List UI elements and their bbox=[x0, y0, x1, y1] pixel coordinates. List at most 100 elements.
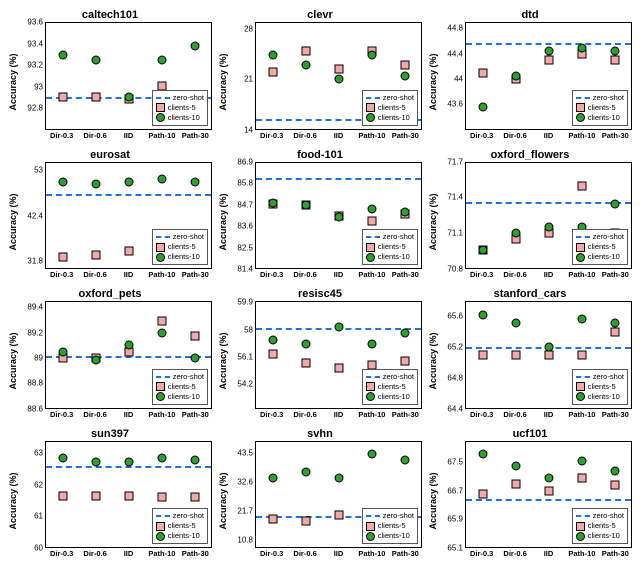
y-tick-label: 88.6 bbox=[27, 404, 43, 413]
point-clients-10 bbox=[301, 200, 310, 209]
point-clients-5 bbox=[301, 358, 310, 367]
y-tick-label: 64.4 bbox=[447, 404, 463, 413]
y-tick-label: 71.7 bbox=[447, 157, 463, 166]
y-ticks: 43.64444.444.8 bbox=[439, 22, 465, 130]
chart-dtd: dtdAccuracy (%)zero-shotclients-5clients… bbox=[428, 8, 632, 142]
point-clients-10 bbox=[91, 356, 100, 365]
x-tick-label: Path-10 bbox=[568, 549, 595, 558]
point-clients-10 bbox=[157, 453, 166, 462]
x-ticks: Dir-0.3Dir-0.6IIDPath-10Path-30 bbox=[255, 269, 422, 281]
plot-area: zero-shotclients-5clients-10 bbox=[45, 162, 212, 270]
y-axis-label: Accuracy (%) bbox=[218, 301, 228, 421]
legend-zero-shot: zero-shot bbox=[156, 93, 204, 103]
x-ticks: Dir-0.3Dir-0.6IIDPath-10Path-30 bbox=[255, 130, 422, 142]
x-tick-label: Path-30 bbox=[392, 549, 419, 558]
x-ticks: Dir-0.3Dir-0.6IIDPath-10Path-30 bbox=[255, 409, 422, 421]
legend-clients-10: clients-10 bbox=[366, 392, 414, 402]
zero-shot-baseline bbox=[46, 466, 211, 468]
point-clients-10 bbox=[157, 55, 166, 64]
point-clients-5 bbox=[544, 56, 553, 65]
legend-clients-5: clients-5 bbox=[366, 382, 414, 392]
x-tick-label: Path-30 bbox=[182, 131, 209, 140]
x-tick-label: Dir-0.6 bbox=[503, 131, 526, 140]
point-clients-10 bbox=[334, 213, 343, 222]
y-tick-label: 63 bbox=[34, 449, 43, 458]
legend-zero-shot: zero-shot bbox=[576, 232, 624, 242]
y-tick-label: 14 bbox=[244, 125, 253, 134]
x-tick-label: Path-10 bbox=[148, 131, 175, 140]
y-ticks: 65.165.966.767.5 bbox=[439, 441, 465, 549]
point-clients-10 bbox=[367, 449, 376, 458]
y-tick-label: 65.6 bbox=[447, 312, 463, 321]
point-clients-10 bbox=[268, 335, 277, 344]
x-tick-label: Path-10 bbox=[568, 131, 595, 140]
point-clients-5 bbox=[91, 251, 100, 260]
y-axis-label: Accuracy (%) bbox=[8, 22, 18, 142]
point-clients-5 bbox=[124, 247, 133, 256]
x-tick-label: Dir-0.3 bbox=[260, 131, 283, 140]
point-clients-10 bbox=[610, 46, 619, 55]
point-clients-10 bbox=[478, 102, 487, 111]
x-tick-label: IID bbox=[334, 410, 344, 419]
y-axis-label: Accuracy (%) bbox=[218, 441, 228, 561]
y-ticks: 92.89393.293.493.6 bbox=[19, 22, 45, 130]
x-tick-label: Dir-0.6 bbox=[503, 270, 526, 279]
x-tick-label: IID bbox=[334, 270, 344, 279]
point-clients-5 bbox=[577, 350, 586, 359]
legend-zero-shot: zero-shot bbox=[366, 511, 414, 521]
point-clients-5 bbox=[511, 479, 520, 488]
y-tick-label: 86.9 bbox=[237, 157, 253, 166]
point-clients-10 bbox=[58, 177, 67, 186]
chart-food-101: food-101Accuracy (%)zero-shotclients-5cl… bbox=[218, 148, 422, 282]
point-clients-10 bbox=[577, 456, 586, 465]
point-clients-5 bbox=[268, 68, 277, 77]
x-tick-label: Path-30 bbox=[392, 270, 419, 279]
point-clients-10 bbox=[367, 340, 376, 349]
point-clients-10 bbox=[334, 474, 343, 483]
point-clients-10 bbox=[511, 71, 520, 80]
chart-oxford_pets: oxford_petsAccuracy (%)zero-shotclients-… bbox=[8, 287, 212, 421]
point-clients-5 bbox=[577, 181, 586, 190]
point-clients-5 bbox=[367, 217, 376, 226]
y-axis-label: Accuracy (%) bbox=[428, 162, 438, 282]
y-tick-label: 66.7 bbox=[447, 486, 463, 495]
y-tick-label: 54.2 bbox=[237, 380, 253, 389]
x-tick-label: Dir-0.3 bbox=[260, 270, 283, 279]
point-clients-5 bbox=[544, 486, 553, 495]
plot-area: zero-shotclients-5clients-10 bbox=[255, 441, 422, 549]
chart-title: eurosat bbox=[8, 148, 212, 162]
zero-shot-baseline bbox=[46, 356, 211, 358]
legend-zero-shot: zero-shot bbox=[156, 511, 204, 521]
x-tick-label: Path-10 bbox=[568, 410, 595, 419]
chart-title: oxford_pets bbox=[8, 287, 212, 301]
x-tick-label: Dir-0.6 bbox=[293, 270, 316, 279]
legend-clients-5: clients-5 bbox=[156, 521, 204, 531]
x-ticks: Dir-0.3Dir-0.6IIDPath-10Path-30 bbox=[465, 130, 632, 142]
y-ticks: 81.482.583.684.785.886.9 bbox=[229, 162, 255, 270]
x-tick-label: IID bbox=[544, 270, 554, 279]
point-clients-10 bbox=[124, 457, 133, 466]
plot-area: zero-shotclients-5clients-10 bbox=[465, 162, 632, 270]
point-clients-5 bbox=[91, 92, 100, 101]
x-tick-label: Dir-0.3 bbox=[470, 270, 493, 279]
y-tick-label: 62 bbox=[34, 480, 43, 489]
legend-clients-5: clients-5 bbox=[366, 103, 414, 113]
legend-zero-shot: zero-shot bbox=[156, 372, 204, 382]
point-clients-10 bbox=[610, 319, 619, 328]
legend-clients-10: clients-10 bbox=[366, 113, 414, 123]
legend-zero-shot: zero-shot bbox=[366, 232, 414, 242]
legend-clients-10: clients-10 bbox=[576, 113, 624, 123]
y-axis-label: Accuracy (%) bbox=[8, 162, 18, 282]
plot-area: zero-shotclients-5clients-10 bbox=[255, 22, 422, 130]
point-clients-10 bbox=[400, 208, 409, 217]
y-ticks: 64.464.865.265.6 bbox=[439, 301, 465, 409]
point-clients-10 bbox=[157, 329, 166, 338]
chart-title: stanford_cars bbox=[428, 287, 632, 301]
legend: zero-shotclients-5clients-10 bbox=[362, 90, 418, 126]
y-axis-label: Accuracy (%) bbox=[218, 22, 228, 142]
y-tick-label: 84.7 bbox=[237, 200, 253, 209]
point-clients-5 bbox=[58, 92, 67, 101]
x-tick-label: Path-30 bbox=[602, 270, 629, 279]
x-tick-label: Dir-0.6 bbox=[293, 410, 316, 419]
point-clients-5 bbox=[301, 516, 310, 525]
